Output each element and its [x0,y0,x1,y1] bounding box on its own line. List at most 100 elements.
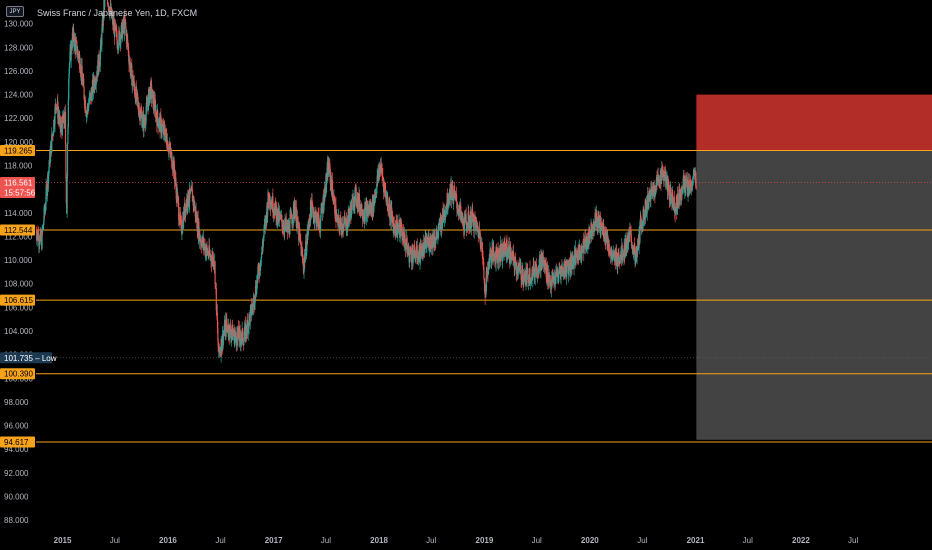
candle-body [402,231,405,243]
candle-body [309,200,312,222]
candle-body [509,246,512,261]
candle-body [93,77,95,86]
candle-body [170,152,173,153]
candle-body [575,248,577,264]
candle-body [168,147,170,153]
candle-body [640,222,642,229]
candle-body [141,123,143,127]
candle-body [435,237,437,244]
candle-body [150,81,152,98]
candle-body [500,243,502,256]
candle-body [599,215,601,235]
candle-body [368,208,370,213]
candle-body [136,89,138,98]
y-tick-label: 108.000 [4,280,33,289]
candle-body [301,250,304,257]
candle-body [42,224,44,226]
candle-body [252,305,254,307]
candle-body [193,207,196,209]
x-tick-label: 2019 [476,536,494,545]
candle-body [392,220,394,223]
candle-body [443,210,445,220]
candle-body [60,128,62,130]
candle-body [120,35,122,44]
candle-body [424,240,426,253]
price-level-badge[interactable] [0,294,35,306]
candle-body [607,236,609,247]
candle-body [476,222,478,227]
candle-body [588,226,590,246]
y-tick-label: 128.000 [4,43,33,52]
current-price-badge[interactable] [0,177,35,199]
candle-body [524,271,526,277]
price-badges: 119.265 112.544 106.615 100.390 94.617 116.56… [0,145,57,448]
candle-body [188,202,190,206]
candle-body [468,214,470,227]
symbol-badge[interactable]: JPY [6,6,24,17]
candle-body [665,184,667,188]
candle-body [488,259,491,268]
candle-body [498,252,500,261]
candle-body [533,262,535,277]
candle-body [684,175,686,190]
candle-body [586,236,588,238]
y-tick-label: 96.000 [4,422,29,431]
candle-body [157,110,159,120]
candle-body [510,259,512,261]
candle-body [51,133,54,138]
candle-body [471,216,473,227]
candle-body [87,105,90,111]
candle-body [603,236,605,238]
candle-body [474,221,477,223]
candle-body [82,81,84,85]
candle-body [259,267,261,271]
candle-body [286,225,288,228]
candle-body [517,267,519,274]
candle-body [421,243,423,257]
candle-body [339,224,341,231]
candle-body [538,258,540,273]
candle-body [331,179,333,191]
candle-body [126,36,128,44]
candle-body [235,331,237,338]
price-level-badge[interactable] [0,436,35,448]
candle-body [70,44,73,50]
x-tick-label: 2016 [159,536,177,545]
candle-body [514,256,517,262]
candle-body [430,237,432,249]
candle-body [694,172,696,177]
candle-body [573,263,575,269]
price-level-badge[interactable] [0,368,35,380]
candle-body [507,253,509,254]
candle-body [261,246,263,254]
low-badge[interactable] [0,352,52,364]
candle-body [302,258,304,267]
candle-body [650,188,652,201]
candle-body [635,253,637,256]
candle-body [223,332,225,335]
price-level-badge[interactable] [0,224,35,236]
candle-body [413,244,415,258]
candle-body [645,200,647,217]
candle-body [654,186,656,196]
candle-body [667,179,669,188]
price-level-badge[interactable] [0,145,35,157]
candle-body [352,196,354,210]
candle-body [614,252,616,257]
candle-body [211,258,213,265]
candle-body [312,205,314,213]
candle-body [625,238,627,253]
candle-body [477,226,479,233]
candle-body [565,263,567,278]
candle-body [587,238,589,241]
candle-body [85,110,87,113]
candle-body [157,125,160,128]
candle-body [685,187,687,190]
price-level-badge-label: 100.390 [4,370,33,379]
candle-body [217,328,219,342]
candle-body [411,249,413,263]
candle-body [243,326,246,336]
candle-body [253,295,255,306]
candle-body [318,222,320,225]
